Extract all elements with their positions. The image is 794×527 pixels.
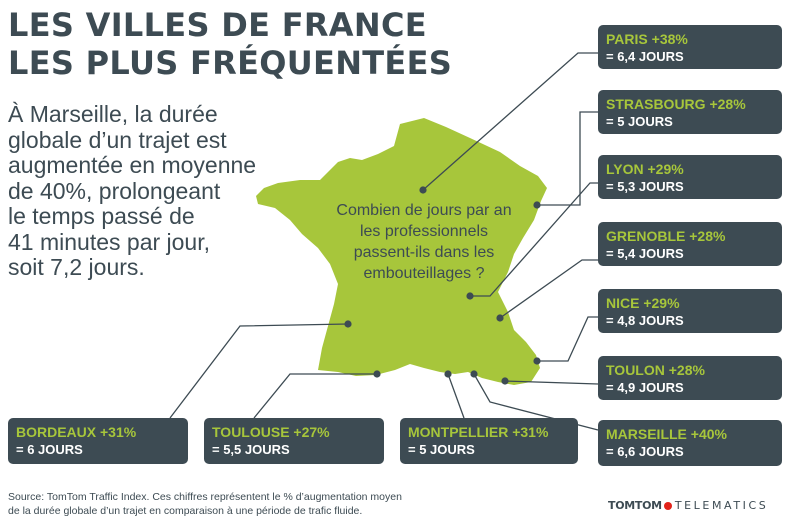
city-days: = 5 JOURS: [606, 114, 673, 129]
city-days: = 5 JOURS: [408, 442, 475, 457]
city-label: NICE +29%: [606, 295, 680, 311]
source-note: Source: TomTom Traffic Index. Ces chiffr…: [8, 490, 402, 518]
connector-paris: [422, 52, 598, 191]
intro-line: À Marseille, la durée: [8, 101, 218, 127]
dot-toulouse: [373, 370, 381, 378]
question-line: embouteillages ?: [363, 265, 485, 282]
city-box-lyon: LYON +29% = 5,3 JOURS: [598, 155, 782, 199]
connector-strasbourg: [537, 111, 598, 206]
city-box-bordeaux: BORDEAUX +31% = 6 JOURS: [8, 418, 188, 464]
title-line-2: LES PLUS FRÉQUENTÉES: [8, 44, 453, 82]
question-line: Combien de jours par an: [336, 202, 512, 219]
connector-toulouse: [253, 373, 377, 419]
city-days: = 6 JOURS: [16, 442, 83, 457]
france-map: [256, 118, 547, 385]
dot-nice: [533, 357, 541, 365]
dot-montpellier: [444, 370, 452, 378]
city-label: LYON +29%: [606, 161, 684, 177]
logo-product: TELEMATICS: [674, 499, 769, 512]
city-box-toulon: TOULON +28% = 4,9 JOURS: [598, 356, 782, 400]
map-question: Combien de jours par an les professionne…: [300, 200, 548, 284]
intro-line: augmentée en moyenne: [8, 152, 257, 178]
city-days: = 5,5 JOURS: [212, 442, 290, 457]
city-box-grenoble: GRENOBLE +28% = 5,4 JOURS: [598, 222, 782, 266]
connector-toulon: [504, 380, 599, 385]
dot-toulon: [501, 377, 509, 385]
city-label: GRENOBLE +28%: [606, 228, 726, 244]
connector-lyon: [470, 182, 598, 297]
city-label: STRASBOURG +28%: [606, 96, 746, 112]
intro-line: globale d’un trajet est: [8, 126, 227, 153]
dot-marseille: [470, 370, 478, 378]
connector-nice: [537, 316, 598, 362]
title-line-1: LES VILLES DE FRANCE: [8, 6, 427, 44]
dot-lyon: [466, 292, 474, 300]
city-days: = 4,8 JOURS: [606, 313, 684, 328]
intro-line: soit 7,2 jours.: [8, 254, 145, 280]
city-box-marseille: MARSEILLE +40% = 6,6 JOURS: [598, 420, 782, 466]
city-box-montpellier: MONTPELLIER +31% = 5 JOURS: [400, 418, 578, 464]
connector-bordeaux: [169, 323, 349, 419]
intro-text: À Marseille, la durée globale d’un traje…: [8, 101, 308, 281]
connector-grenoble: [499, 259, 598, 319]
dot-strasbourg: [533, 201, 541, 209]
intro-line: le temps passé de: [8, 203, 195, 229]
city-label: PARIS +38%: [606, 31, 688, 47]
city-label: MONTPELLIER +31%: [408, 424, 549, 440]
connector-montpellier: [447, 373, 465, 419]
city-box-strasbourg: STRASBOURG +28% = 5 JOURS: [598, 90, 782, 134]
city-label: BORDEAUX +31%: [16, 424, 137, 440]
tomtom-dot-icon: [663, 501, 672, 510]
source-line-2: de la durée globale d’un trajet en compa…: [8, 505, 363, 517]
dot-bordeaux: [344, 320, 352, 328]
city-label: TOULON +28%: [606, 362, 705, 378]
dot-paris: [419, 186, 427, 194]
city-days: = 6,6 JOURS: [606, 444, 684, 459]
logo-brand: TOMTOM: [608, 499, 662, 512]
city-label: TOULOUSE +27%: [212, 424, 330, 440]
page-title: LES VILLES DE FRANCE LES PLUS FRÉQUENTÉE…: [8, 6, 452, 82]
question-line: passent-ils dans les: [353, 244, 495, 261]
city-days: = 4,9 JOURS: [606, 380, 684, 395]
question-line: les professionnels: [359, 223, 489, 240]
intro-line: 41 minutes par jour,: [8, 228, 211, 255]
city-days: = 5,3 JOURS: [606, 179, 684, 194]
intro-line: de 40%, prolongeant: [8, 177, 221, 204]
dot-grenoble: [496, 314, 504, 322]
tomtom-telematics-logo: TOMTOM TELEMATICS: [608, 499, 768, 512]
city-label: MARSEILLE +40%: [606, 426, 727, 442]
source-line-1: Source: TomTom Traffic Index. Ces chiffr…: [8, 491, 402, 503]
city-days: = 6,4 JOURS: [606, 49, 684, 64]
city-box-toulouse: TOULOUSE +27% = 5,5 JOURS: [204, 418, 384, 464]
city-box-paris: PARIS +38% = 6,4 JOURS: [598, 25, 782, 69]
city-days: = 5,4 JOURS: [606, 246, 684, 261]
city-box-nice: NICE +29% = 4,8 JOURS: [598, 289, 782, 333]
